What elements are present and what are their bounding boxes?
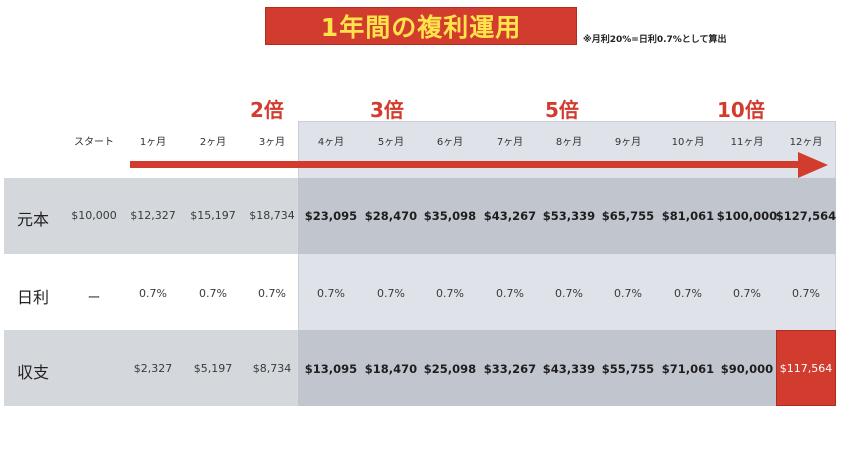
column-header: 1ヶ月 — [139, 137, 167, 148]
final-profit-highlight — [776, 330, 836, 406]
table-cell: $13,095 — [304, 362, 358, 376]
calculation-note: ※月利20%=日利0.7%として算出 — [583, 35, 727, 45]
table-cell: 0.7% — [258, 287, 286, 300]
row-label-daily-rate: 日利 — [17, 288, 50, 307]
table-cell: $81,061 — [661, 209, 715, 223]
table-cell: 0.7% — [792, 287, 820, 300]
column-header: スタート — [74, 137, 114, 148]
table-cell: $90,000 — [720, 362, 774, 376]
column-header: 5ヶ月 — [377, 137, 405, 148]
table-cell: $23,095 — [304, 209, 358, 223]
table-cell: $18,734 — [249, 209, 295, 222]
table-cell: $43,339 — [542, 362, 596, 376]
table-cell: $55,755 — [601, 362, 655, 376]
column-header: 7ヶ月 — [496, 137, 524, 148]
multiplier-10x: 10倍 — [717, 98, 765, 122]
table-cell: 0.7% — [496, 287, 524, 300]
row-band-profit — [4, 330, 836, 406]
column-header: 8ヶ月 — [555, 137, 583, 148]
table-cell: 0.7% — [733, 287, 761, 300]
column-header: 2ヶ月 — [199, 137, 227, 148]
table-cell: $18,470 — [364, 362, 418, 376]
table-cell: $25,098 — [423, 362, 477, 376]
row-label-profit: 収支 — [17, 363, 50, 382]
growth-arrow — [130, 161, 802, 168]
table-cell: 0.7% — [555, 287, 583, 300]
table-cell: ー — [87, 291, 101, 306]
column-header: 10ヶ月 — [671, 137, 705, 148]
column-header: 3ヶ月 — [258, 137, 286, 148]
table-cell: $5,197 — [193, 362, 233, 375]
column-header: 9ヶ月 — [614, 137, 642, 148]
table-cell: $127,564 — [775, 209, 837, 223]
column-header: 6ヶ月 — [436, 137, 464, 148]
row-band-principal — [4, 178, 836, 254]
table-cell: 0.7% — [614, 287, 642, 300]
table-cell: 0.7% — [436, 287, 464, 300]
table-cell: 0.7% — [139, 287, 167, 300]
table-cell: $117,564 — [779, 362, 833, 375]
row-label-principal: 元本 — [17, 210, 50, 229]
column-header: 4ヶ月 — [317, 137, 345, 148]
multiplier-3x: 3倍 — [370, 98, 404, 122]
table-cell: $100,000 — [716, 209, 778, 223]
table-cell: $28,470 — [364, 209, 418, 223]
table-cell: $8,734 — [252, 362, 292, 375]
table-cell: $2,327 — [133, 362, 173, 375]
column-header: 11ヶ月 — [730, 137, 764, 148]
table-cell: $71,061 — [661, 362, 715, 376]
multiplier-2x: 2倍 — [250, 98, 284, 122]
growth-arrow-head — [798, 152, 828, 178]
table-cell: $10,000 — [71, 209, 117, 222]
table-cell: $15,197 — [190, 209, 236, 222]
table-cell: 0.7% — [317, 287, 345, 300]
column-header: 12ヶ月 — [789, 137, 823, 148]
table-cell: 0.7% — [674, 287, 702, 300]
page-title: 1年間の複利運用 — [265, 7, 577, 45]
table-cell: 0.7% — [377, 287, 405, 300]
table-cell: $53,339 — [542, 209, 596, 223]
table-cell: $43,267 — [483, 209, 537, 223]
table-cell: $35,098 — [423, 209, 477, 223]
multiplier-5x: 5倍 — [545, 98, 579, 122]
table-cell: $12,327 — [130, 209, 176, 222]
table-cell: $33,267 — [483, 362, 537, 376]
table-cell: 0.7% — [199, 287, 227, 300]
table-cell: $65,755 — [601, 209, 655, 223]
